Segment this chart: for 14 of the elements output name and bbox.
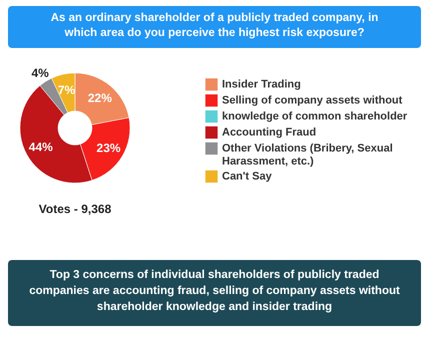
data-label: 44%: [28, 140, 54, 154]
text: Top 3 concerns of individual shareholders of publicly traded companies are accounting fraud, selling of company assets without shareholder knowledge and insider trading: [29, 269, 400, 313]
legend-label: Can't Say: [222, 170, 273, 182]
chart-title: As an ordinary shareholder of a publicly traded company, in which area do you perceive the highest risk exposure?: [50, 12, 378, 39]
legend-label: Accounting Fraud: [222, 126, 316, 138]
legend-label: knowledge of common shareholder: [222, 110, 408, 122]
legend-label: Other Violations (Bribery, Sexual Harassment, etc.): [222, 142, 393, 168]
data-label: 7%: [58, 82, 76, 97]
text: Votes - 9,368: [38, 202, 112, 216]
data-label: 4%: [32, 66, 50, 80]
data-label: 23%: [96, 140, 121, 155]
legend-label: Insider Trading: [222, 78, 301, 90]
data-label: 22%: [88, 90, 112, 105]
legend-label: Selling of company assets without: [222, 94, 403, 106]
